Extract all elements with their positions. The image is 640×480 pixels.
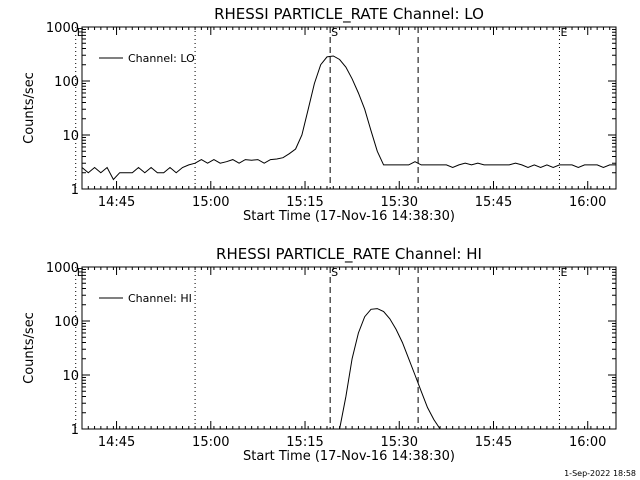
series-line [82,55,616,181]
chart-title: RHESSI PARTICLE_RATE Channel: HI [216,245,482,264]
x-tick-label: 14:45 [98,435,135,450]
hi-channel-chart: RHESSI PARTICLE_RATE Channel: HI 1 10 100 10… [22,245,617,464]
x-tick-label: 16:00 [569,435,606,450]
x-tick-label: 15:15 [286,195,323,210]
x-tick-label: 16:00 [569,195,606,210]
event-marker-label: E [77,26,84,39]
event-marker-label: E [560,266,567,279]
event-marker-label: S [331,266,338,279]
x-tick-label: 15:45 [475,435,512,450]
plot-frame [81,26,617,190]
y-tick-label: 10 [62,369,79,384]
lo-channel-chart: RHESSI PARTICLE_RATE Channel: LO 1 10 100 10… [22,5,617,224]
x-tick-label: 15:15 [286,435,323,450]
legend-label: Channel: HI [128,292,192,305]
y-tick-label: 10 [62,129,79,144]
event-marker-label: S [331,26,338,39]
x-tick-label: 15:30 [381,435,418,450]
x-axis-label: Start Time (17-Nov-16 14:38:30) [243,209,455,224]
x-tick-label: 15:30 [381,195,418,210]
x-tick-label: 15:00 [192,435,229,450]
y-tick-label: 1 [71,423,79,438]
generation-timestamp: 1-Sep-2022 18:58 [564,469,636,478]
y-tick-label: 1000 [46,261,79,276]
y-tick-label: 100 [54,315,79,330]
y-axis-label: Counts/sec [22,72,37,144]
x-tick-label: 15:00 [192,195,229,210]
y-tick-label: 1000 [46,21,79,36]
chart-title: RHESSI PARTICLE_RATE Channel: LO [214,5,484,24]
series-line [339,308,441,429]
y-axis-label: Counts/sec [22,312,37,384]
event-marker-label: E [77,266,84,279]
x-axis-label: Start Time (17-Nov-16 14:38:30) [243,449,455,464]
x-tick-label: 15:45 [475,195,512,210]
event-marker-label: E [560,26,567,39]
y-tick-label: 1 [71,183,79,198]
y-tick-label: 100 [54,75,79,90]
x-tick-label: 14:45 [98,195,135,210]
legend-label: Channel: LO [128,52,195,65]
plot-frame [81,266,617,430]
